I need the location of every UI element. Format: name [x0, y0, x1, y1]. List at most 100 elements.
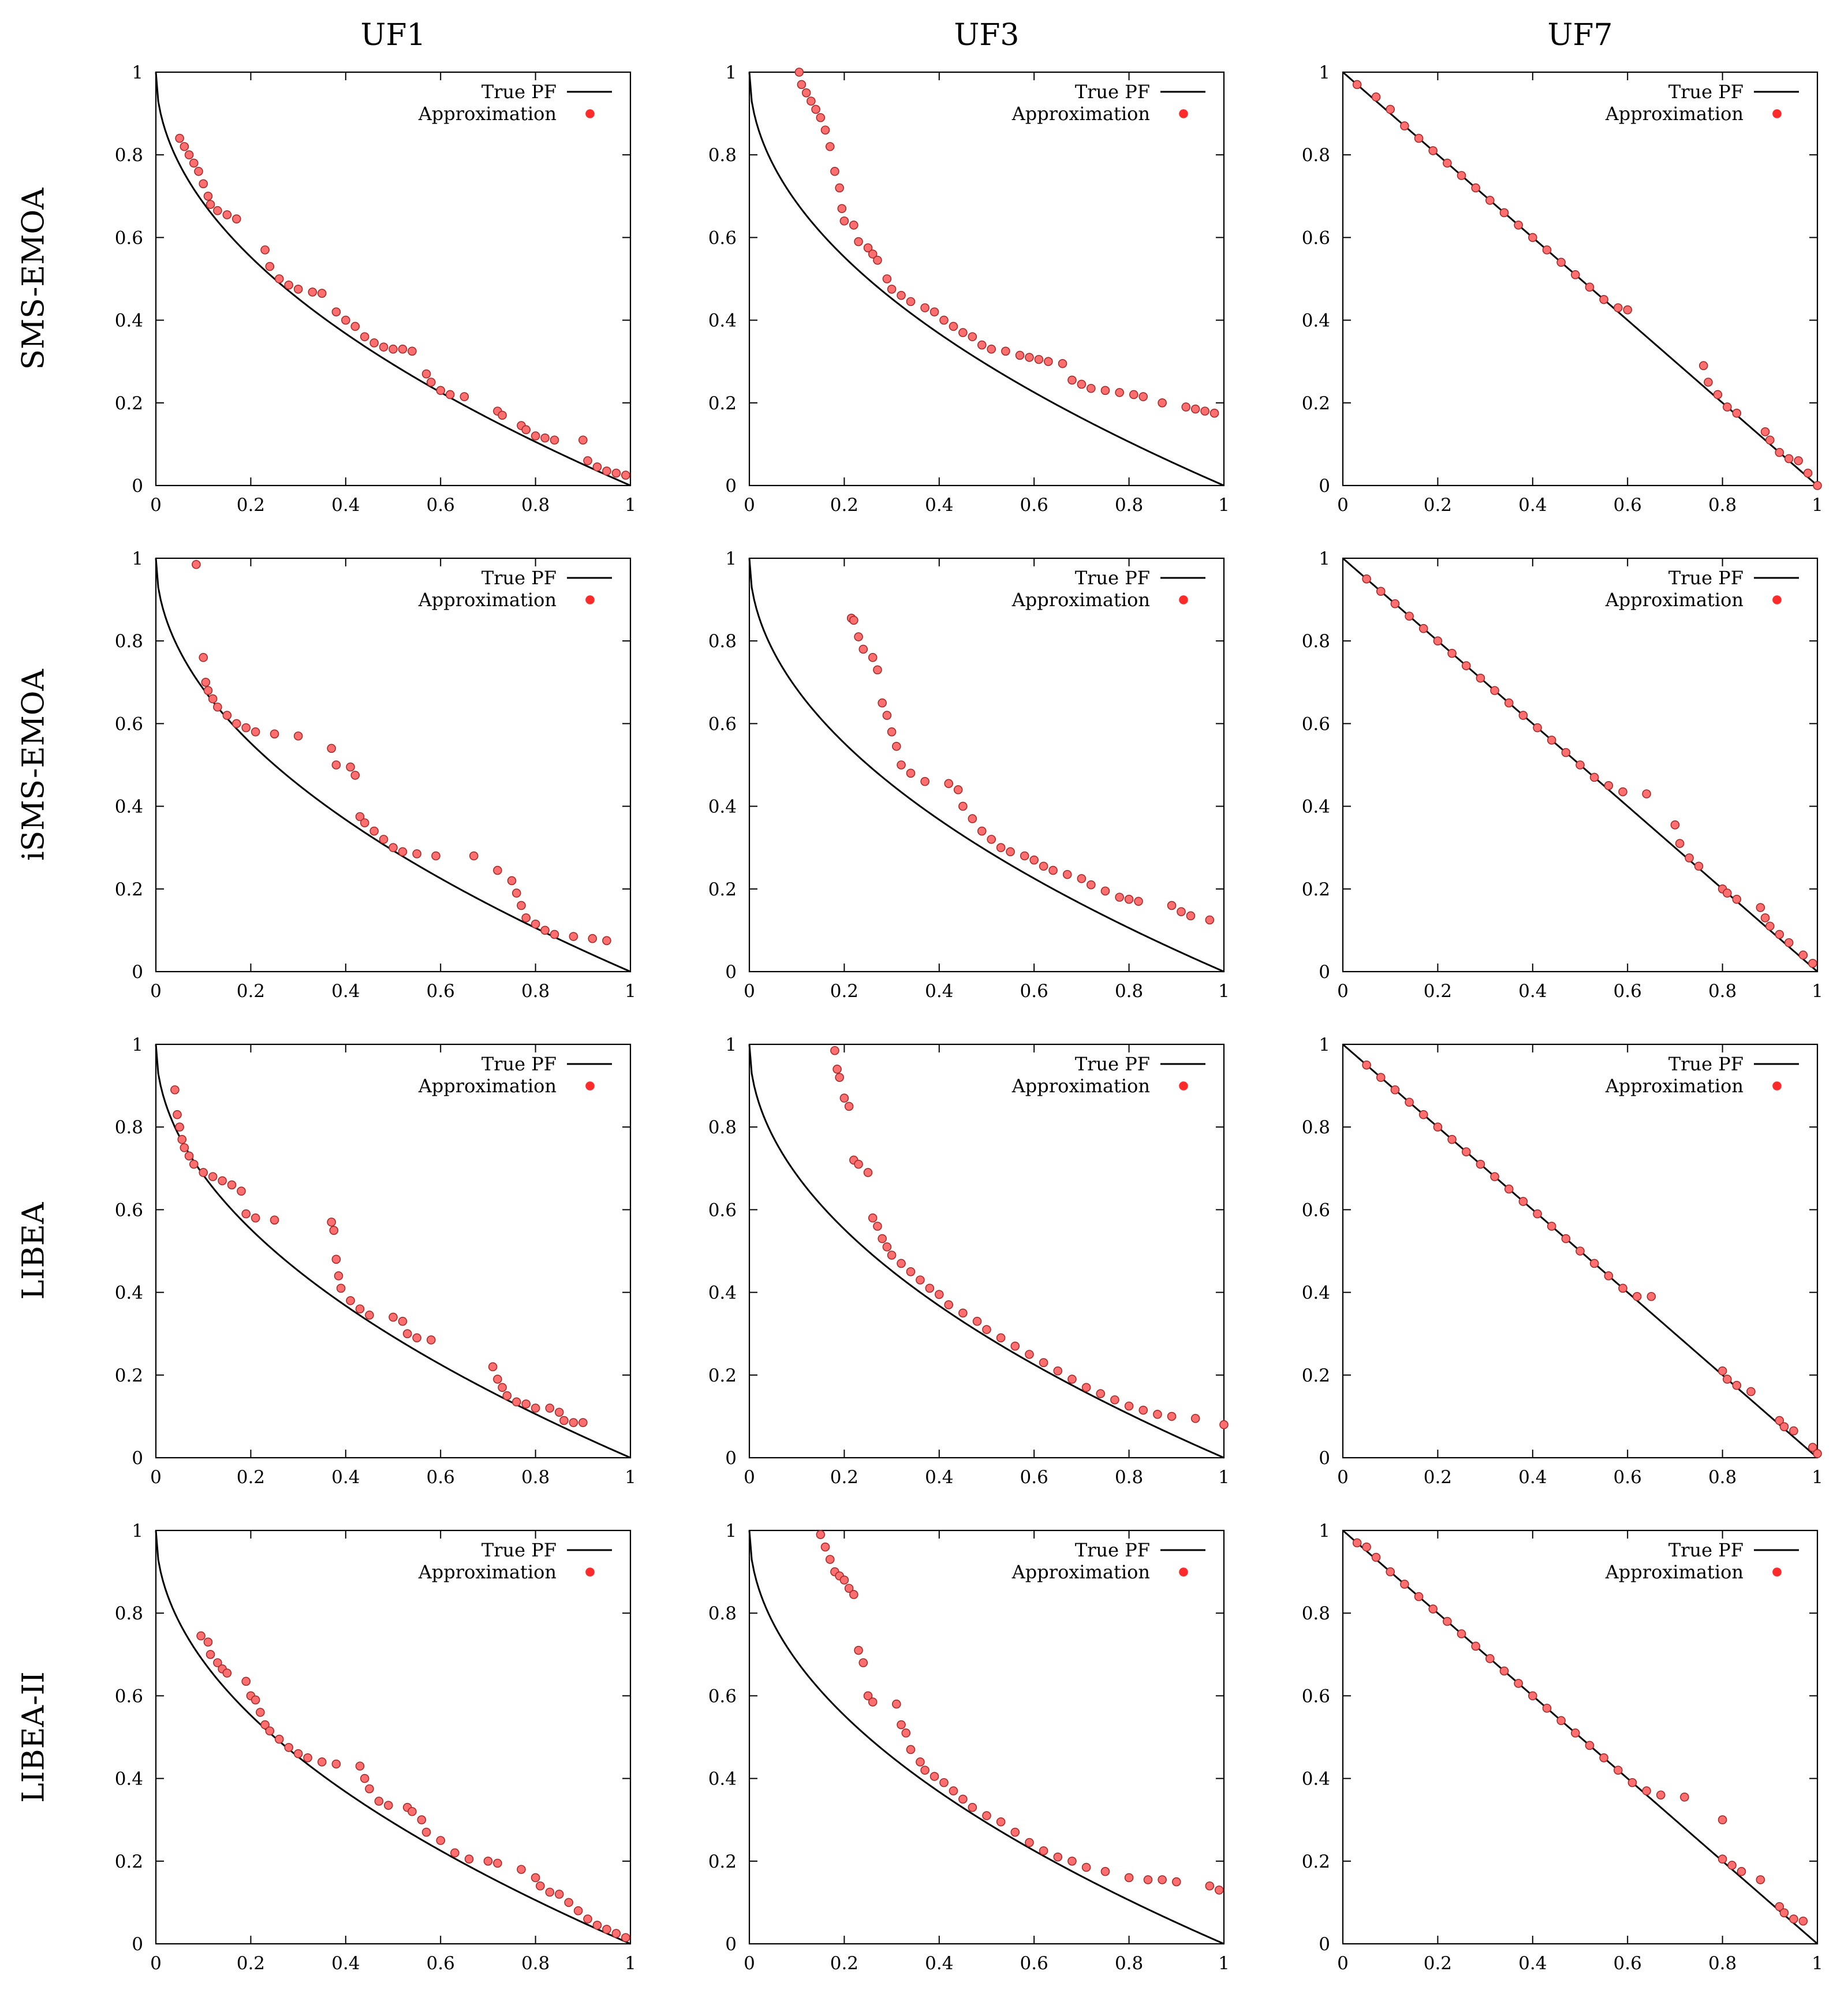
approximation-point: [206, 1650, 215, 1659]
approximation-point: [445, 390, 455, 400]
approximation-point: [996, 843, 1006, 852]
approximation-point: [1670, 820, 1680, 830]
y-tick-label: 0.2: [708, 393, 737, 414]
y-tick-label: 0.4: [115, 1283, 143, 1304]
approximation-point: [1386, 1567, 1395, 1577]
y-tick-label: 1: [725, 1035, 737, 1055]
approximation-point: [1813, 1449, 1822, 1458]
y-tick-label: 0.4: [115, 311, 143, 331]
approximation-point: [1461, 1147, 1471, 1156]
approximation-point: [1129, 390, 1138, 400]
approximation-point: [1115, 893, 1124, 902]
y-tick-label: 0.8: [1302, 631, 1330, 652]
approximation-point: [1039, 1846, 1048, 1855]
approximation-point: [383, 1801, 393, 1810]
approximation-point: [436, 386, 446, 395]
approximation-point: [1613, 303, 1623, 312]
approximation-point: [873, 665, 882, 675]
approximation-point: [1613, 1765, 1623, 1775]
legend-approximation-label: Approximation: [1605, 1561, 1744, 1583]
approximation-point: [369, 338, 379, 348]
approximation-point: [1518, 711, 1528, 720]
approximation-point: [1556, 1716, 1566, 1726]
approximation-point: [412, 1333, 421, 1343]
approximation-point: [1443, 158, 1452, 168]
approximation-point: [935, 1290, 944, 1299]
approximation-point: [317, 289, 327, 298]
y-tick-label: 0.2: [1302, 879, 1330, 900]
approximation-point: [1576, 1246, 1585, 1256]
approximation-point: [460, 392, 469, 401]
approximation-point: [901, 1728, 911, 1738]
approximation-point: [1039, 861, 1048, 871]
approximation-point: [260, 245, 270, 255]
x-tick-label: 0.6: [1020, 495, 1048, 516]
legend-true-pf-label: True PF: [481, 81, 557, 103]
approximation-point: [1732, 1380, 1742, 1390]
approximation-point: [1186, 911, 1196, 921]
approximation-point: [1789, 1426, 1798, 1436]
approximation-point: [882, 711, 892, 720]
approximation-point: [839, 1093, 849, 1103]
approximation-point: [1447, 648, 1457, 658]
legend-point-swatch: [585, 109, 595, 118]
approximation-point: [887, 727, 897, 737]
approximation-point: [1718, 1366, 1727, 1376]
x-tick-label: 1: [625, 495, 636, 516]
approximation-point: [488, 1362, 498, 1372]
approximation-point: [1134, 897, 1143, 906]
approximation-point: [398, 847, 408, 857]
approximation-point: [540, 925, 550, 935]
approximation-point: [858, 644, 868, 654]
approximation-point: [1784, 938, 1794, 947]
approximation-point: [265, 1726, 275, 1736]
approximation-point: [797, 80, 807, 89]
approximation-point: [1158, 1875, 1167, 1884]
approximation-point: [982, 1325, 991, 1334]
legend-point-swatch: [1179, 1567, 1188, 1577]
approximation-point: [1589, 1259, 1599, 1268]
y-tick-label: 0.8: [1302, 1603, 1330, 1624]
approximation-point: [232, 214, 241, 223]
approximation-point: [825, 1555, 835, 1564]
approximation-point: [327, 1218, 336, 1227]
approximation-point: [1713, 390, 1723, 400]
plot-frame: [155, 1043, 632, 1459]
y-tick-label: 0.2: [1302, 393, 1330, 414]
approximation-point: [421, 1827, 431, 1837]
approximation-point: [1034, 354, 1044, 364]
approximation-point: [1172, 1877, 1181, 1887]
x-tick-label: 1: [1812, 495, 1823, 516]
approximation-point: [1177, 907, 1186, 916]
approximation-point: [1656, 1790, 1666, 1800]
approximation-point: [293, 1749, 303, 1758]
y-tick-label: 0.8: [115, 631, 143, 652]
approximation-point: [173, 1110, 182, 1119]
x-tick-label: 0.2: [1424, 495, 1452, 516]
approximation-point: [507, 876, 517, 886]
approximation-point: [270, 1215, 279, 1225]
approximation-point: [493, 1858, 502, 1868]
y-tick-label: 0.4: [1302, 797, 1330, 817]
approximation-point: [854, 237, 863, 247]
approximation-point: [1400, 121, 1409, 130]
approximation-point: [611, 468, 621, 478]
x-tick-label: 0.8: [1115, 1953, 1143, 1974]
approximation-point: [569, 932, 578, 941]
approximation-point: [1504, 698, 1514, 708]
legend-point-swatch: [1179, 109, 1188, 118]
approximation-point: [1010, 1341, 1020, 1351]
subplot-uf3-libea: 00 0.2 0.2 0.4 0.4 0.6 0.6 0.8 0.8 1 1 True PFAppro…: [708, 1035, 1230, 1488]
approximation-point: [578, 435, 588, 445]
approximation-point: [1694, 861, 1704, 871]
approximation-point: [213, 702, 222, 712]
approximation-point: [839, 1575, 849, 1585]
approximation-point: [206, 200, 215, 209]
approximation-point: [327, 744, 336, 753]
approximation-point: [1675, 839, 1685, 848]
approximation-point: [355, 812, 365, 822]
approximation-point: [1632, 1291, 1642, 1301]
y-tick-label: 0.6: [708, 714, 737, 734]
approximation-point: [1585, 1741, 1595, 1750]
